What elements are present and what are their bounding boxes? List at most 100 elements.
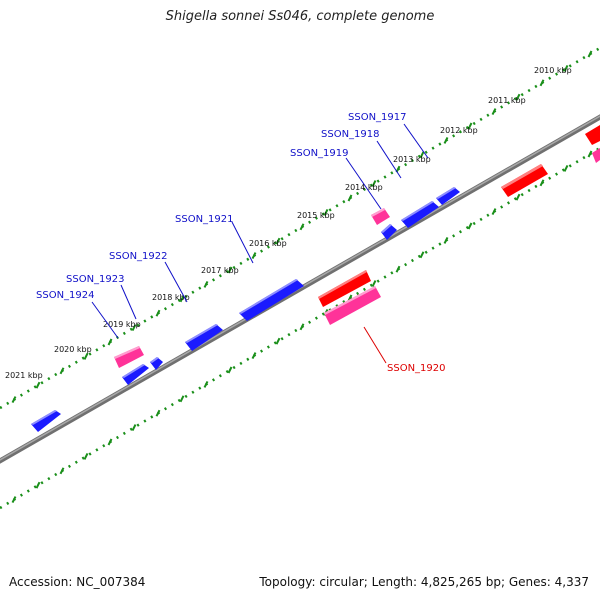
gene-arrow-sson-1918[interactable] xyxy=(401,201,439,228)
map-title: Shigella sonnei Ss046, complete genome xyxy=(165,9,435,24)
kbp-label: 2016 kbp xyxy=(249,239,287,248)
kbp-label: 2021 kbp xyxy=(5,371,43,380)
tick-mark xyxy=(587,150,593,158)
tick-mark xyxy=(275,337,281,345)
tick-mark xyxy=(155,409,161,417)
pseudo-genes xyxy=(114,148,600,368)
label-leaders xyxy=(91,123,429,364)
kbp-label: 2012 kbp xyxy=(440,126,478,135)
gene-label-sson-1923[interactable]: SSON_1923 xyxy=(66,274,125,285)
gene-arrow-pink-2020[interactable] xyxy=(114,346,144,368)
gene-arrow-sson-1920[interactable] xyxy=(324,286,381,325)
gene-label-sson-1918[interactable]: SSON_1918 xyxy=(321,129,380,140)
tick-mark xyxy=(131,424,137,432)
reverse-genes xyxy=(318,125,600,307)
tick-mark xyxy=(35,481,41,489)
tick-mark xyxy=(59,467,65,475)
tick-mark xyxy=(419,251,425,259)
leader-line xyxy=(120,284,137,320)
tick-mark xyxy=(443,136,449,144)
tick-mark xyxy=(563,64,569,72)
forward-genes xyxy=(31,187,460,432)
kbp-label: 2019 kbp xyxy=(103,320,141,329)
genome-summary-text: Topology: circular; Length: 4,825,265 bp… xyxy=(259,575,589,589)
tick-mark xyxy=(515,193,521,201)
kbp-label: 2018 kbp xyxy=(152,293,190,302)
kbp-label: 2010 kbp xyxy=(534,66,572,75)
gene-arrow-sson-1921[interactable] xyxy=(239,279,304,321)
tick-mark xyxy=(563,164,569,172)
tick-mark xyxy=(251,252,257,260)
kbp-label: 2014 kbp xyxy=(345,183,383,192)
kbp-label: 2011 kbp xyxy=(488,96,526,105)
tick-mark xyxy=(443,236,449,244)
tick-mark xyxy=(203,380,209,388)
gene-arrow-sson-1919[interactable] xyxy=(381,224,397,240)
gene-label-sson-1917[interactable]: SSON_1917 xyxy=(348,112,407,123)
kbp-label: 2013 kbp xyxy=(393,155,431,164)
gene-arrow-red-edge[interactable] xyxy=(585,125,600,145)
tick-mark xyxy=(323,208,329,216)
tick-mark xyxy=(539,79,545,87)
leader-line xyxy=(363,326,387,364)
tick-mark xyxy=(35,381,41,389)
tick-mark xyxy=(419,151,425,159)
tick-mark xyxy=(395,265,401,273)
tick-mark xyxy=(251,352,257,360)
tick-mark xyxy=(467,122,473,130)
tick-mark xyxy=(275,237,281,245)
tick-mark xyxy=(227,266,233,274)
gene-label-sson-1919[interactable]: SSON_1919 xyxy=(290,148,349,159)
tick-mark xyxy=(107,438,113,446)
tick-mark xyxy=(299,323,305,331)
gene-arrow-sson-1921-a[interactable] xyxy=(185,324,223,351)
leader-line xyxy=(164,261,188,303)
genome-backbone xyxy=(0,114,600,464)
tick-mark xyxy=(11,396,17,404)
tick-mark xyxy=(515,93,521,101)
tick-mark xyxy=(83,352,89,360)
tick-mark xyxy=(83,452,89,460)
tick-mark xyxy=(491,208,497,216)
major-ticks xyxy=(11,50,593,504)
gene-label-sson-1924[interactable]: SSON_1924 xyxy=(36,290,95,301)
gene-label-sson-1920[interactable]: SSON_1920 xyxy=(387,363,446,374)
tick-mark xyxy=(467,222,473,230)
tick-mark xyxy=(347,194,353,202)
tick-mark xyxy=(131,324,137,332)
tick-mark xyxy=(155,309,161,317)
tick-mark xyxy=(11,496,17,504)
tick-mark xyxy=(107,338,113,346)
tick-mark xyxy=(203,280,209,288)
tick-mark xyxy=(179,395,185,403)
kbp-label: 2020 kbp xyxy=(54,345,92,354)
kbp-label: 2017 kbp xyxy=(201,266,239,275)
gene-arrow-sson-1917[interactable] xyxy=(436,187,460,205)
gene-arrow-sson-1922[interactable] xyxy=(150,357,163,370)
leader-line xyxy=(403,123,429,159)
accession-text: Accession: NC_007384 xyxy=(9,575,146,589)
leader-line xyxy=(91,301,119,339)
tick-mark xyxy=(587,50,593,58)
tick-mark xyxy=(491,108,497,116)
tick-mark xyxy=(299,223,305,231)
gene-arrow-sson-1924[interactable] xyxy=(31,410,61,432)
leader-line xyxy=(376,140,402,179)
gene-arrow-red-2011[interactable] xyxy=(501,164,548,197)
gene-label-sson-1922[interactable]: SSON_1922 xyxy=(109,251,168,262)
gene-arrow-pink-2014[interactable] xyxy=(371,208,390,225)
tick-mark xyxy=(371,280,377,288)
inner-scale-ring xyxy=(0,146,600,510)
leader-line xyxy=(345,157,382,210)
kbp-label: 2015 kbp xyxy=(297,211,335,220)
gene-arrow-sson-1923[interactable] xyxy=(122,364,149,385)
tick-mark xyxy=(59,367,65,375)
tick-mark xyxy=(371,180,377,188)
tick-mark xyxy=(539,179,545,187)
tick-mark xyxy=(227,366,233,374)
gene-arrow-pink-edge[interactable] xyxy=(592,148,600,163)
gene-label-sson-1921[interactable]: SSON_1921 xyxy=(175,214,234,225)
gene-arrow-red-1920a[interactable] xyxy=(318,270,371,307)
tick-mark xyxy=(179,295,185,303)
